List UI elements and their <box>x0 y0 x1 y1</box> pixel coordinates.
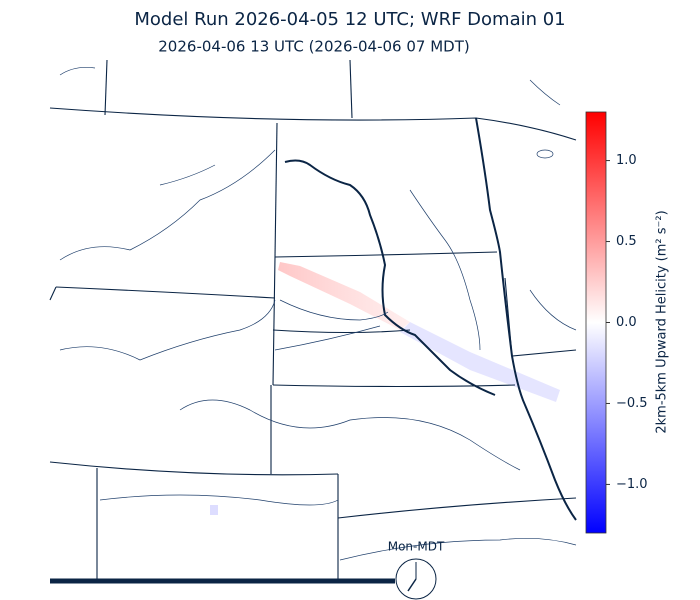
title: Model Run 2026-04-05 12 UTC; WRF Domain … <box>134 9 565 30</box>
colorbar-tick-label: 0.5 <box>616 234 637 249</box>
colorbar-tick-label: 0.0 <box>616 315 637 330</box>
map <box>49 59 577 580</box>
subtitle: 2026-04-06 13 UTC (2026-04-06 07 MDT) <box>158 38 469 56</box>
colorbar <box>585 111 607 534</box>
colorbar-tick-label: −0.5 <box>616 396 648 411</box>
clock-label: Mon-MDT <box>388 540 445 554</box>
colorbar-tick-label: 1.0 <box>616 153 637 168</box>
colorbar-label: 2km-5km Upward Helicity (m² s⁻²) <box>655 210 670 433</box>
colorbar-tick-label: −1.0 <box>616 477 648 492</box>
clock <box>395 558 437 600</box>
